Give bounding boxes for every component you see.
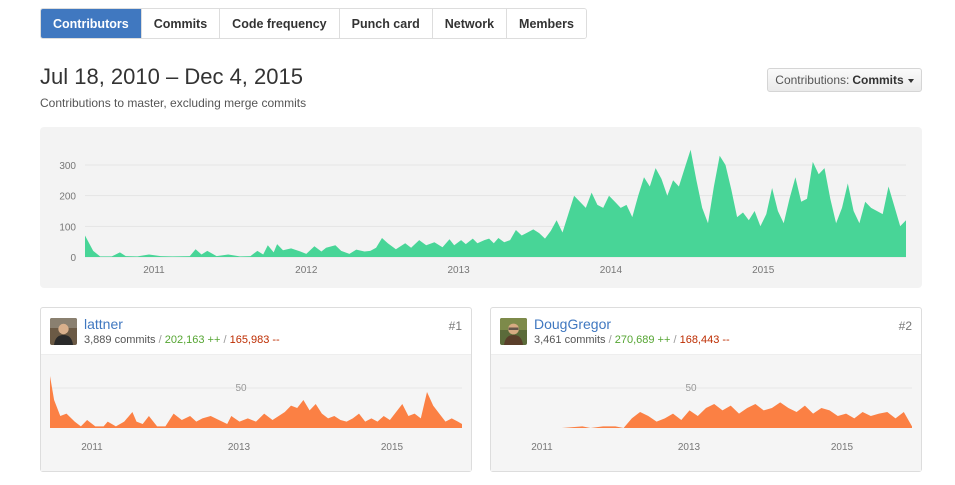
tab-members[interactable]: Members [507, 9, 586, 38]
separator: / [223, 334, 230, 346]
x-tick-label: 2013 [228, 442, 251, 453]
tab-network[interactable]: Network [432, 9, 508, 38]
tab-code-frequency[interactable]: Code frequency [220, 9, 340, 38]
additions-count: 270,689 ++ [614, 334, 671, 346]
avatar[interactable] [50, 318, 77, 345]
x-tick-label: 2013 [447, 265, 470, 276]
y-tick-label: 0 [70, 253, 76, 264]
separator: / [608, 334, 615, 346]
commit-count: 3,889 commits [84, 334, 156, 346]
x-tick-label: 2015 [381, 442, 404, 453]
deletions-count: 168,443 -- [679, 334, 730, 346]
y-tick-label: 200 [59, 192, 76, 203]
contributor-card: DougGregor 3,461 commits / 270,689 ++ / … [490, 307, 922, 472]
main-contributions-chart: 0 100 200 300 2011 2012 2013 2014 2015 [40, 127, 922, 288]
contributor-rank: #1 [448, 319, 462, 333]
separator: / [158, 334, 165, 346]
x-tick-label: 2015 [831, 442, 854, 453]
card-header: lattner 3,889 commits / 202,163 ++ / 165… [41, 308, 471, 354]
separator: / [673, 334, 680, 346]
y-tick-label: 300 [59, 161, 76, 172]
card-header: DougGregor 3,461 commits / 270,689 ++ / … [491, 308, 921, 354]
contributor-chart-svg: 50 2011 2013 2015 [500, 383, 912, 453]
x-tick-label: 2012 [295, 265, 318, 276]
contributor-chart: 50 2011 2013 2015 [491, 354, 921, 471]
contributor-stats: 3,889 commits / 202,163 ++ / 165,983 -- [84, 334, 280, 346]
commit-count: 3,461 commits [534, 334, 606, 346]
contributor-chart: 50 2011 2013 2015 [41, 354, 471, 471]
dropdown-label: Contributions: [775, 73, 850, 87]
page-title: Jul 18, 2010 – Dec 4, 2015 [40, 64, 303, 89]
contributions-type-dropdown[interactable]: Contributions: Commits [767, 68, 922, 92]
contributor-chart-svg: 50 2011 2013 2015 [50, 376, 462, 453]
tab-bar: Contributors Commits Code frequency Punc… [40, 8, 587, 39]
x-tick-label: 2013 [678, 442, 701, 453]
x-tick-label: 2015 [752, 265, 775, 276]
contributor-rank: #2 [898, 319, 912, 333]
y-tick-label: 50 [235, 383, 247, 394]
contributor-card: lattner 3,889 commits / 202,163 ++ / 165… [40, 307, 472, 472]
contributor-commits-area [50, 376, 462, 428]
main-chart-svg: 0 100 200 300 2011 2012 2013 2014 2015 [59, 149, 906, 276]
tab-contributors[interactable]: Contributors [41, 9, 142, 38]
y-tick-label: 50 [685, 383, 697, 394]
x-tick-label: 2011 [81, 442, 103, 453]
contributor-stats: 3,461 commits / 270,689 ++ / 168,443 -- [534, 334, 730, 346]
deletions-count: 165,983 -- [229, 334, 280, 346]
avatar[interactable] [500, 318, 527, 345]
x-tick-label: 2014 [600, 265, 623, 276]
x-tick-label: 2011 [143, 265, 165, 276]
commits-area [85, 149, 906, 257]
tab-punch-card[interactable]: Punch card [339, 9, 433, 38]
contributor-name-link[interactable]: lattner [84, 316, 123, 332]
page-subtitle: Contributions to master, excluding merge… [40, 96, 307, 110]
dropdown-value: Commits [852, 73, 904, 87]
contributor-commits-area [500, 402, 912, 428]
contributor-name-link[interactable]: DougGregor [534, 316, 612, 332]
x-tick-label: 2011 [531, 442, 553, 453]
tab-commits[interactable]: Commits [141, 9, 221, 38]
additions-count: 202,163 ++ [164, 334, 221, 346]
y-tick-label: 100 [59, 222, 76, 233]
caret-down-icon [907, 79, 914, 83]
